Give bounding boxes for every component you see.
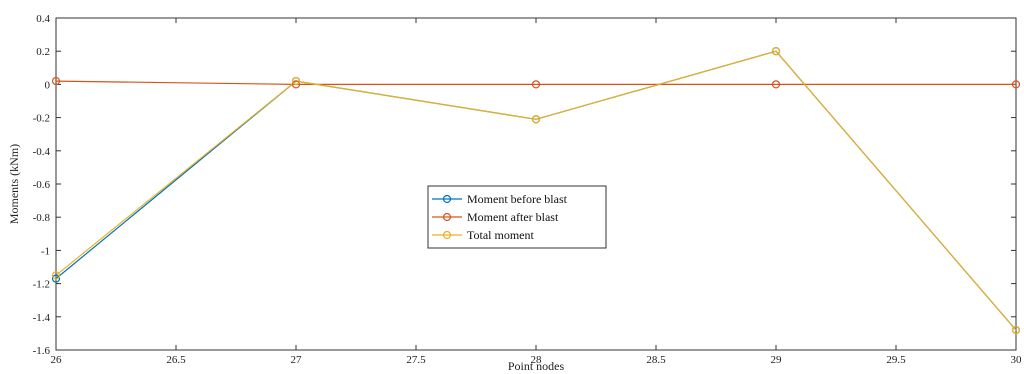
x-tick-label: 28 — [531, 354, 543, 366]
y-tick-label: 0.2 — [36, 46, 50, 58]
y-tick-label: -0.2 — [33, 113, 50, 125]
y-tick-label: -1.4 — [33, 312, 51, 324]
y-tick-label: -0.8 — [33, 212, 51, 224]
x-tick-label: 30 — [1011, 354, 1023, 366]
series-line-1 — [55, 80, 1016, 86]
y-tick-label: -0.6 — [33, 179, 51, 191]
x-tick-label: 27.5 — [406, 354, 426, 366]
y-tick-label: -1 — [41, 245, 50, 257]
x-tick-label: 28.5 — [646, 354, 666, 366]
data-point — [531, 80, 541, 89]
x-tick-label: 29.5 — [886, 354, 906, 366]
legend-marker-moment-before-blast — [442, 194, 452, 204]
data-point — [1011, 325, 1021, 335]
data-point — [771, 80, 781, 89]
data-point — [51, 76, 61, 86]
x-tick-label: 29 — [771, 354, 783, 366]
series-line-2 — [55, 50, 1017, 331]
data-point — [531, 115, 541, 124]
legend-marker-total-moment — [442, 230, 452, 240]
y-tick-label: -0.4 — [33, 146, 51, 158]
y-tick-label: -1.6 — [33, 345, 51, 357]
legend-label-moment-after-blast: Moment after blast — [467, 210, 559, 224]
data-point — [51, 274, 61, 283]
data-point — [51, 271, 61, 280]
y-axis-label: Moments (kNm) — [7, 144, 21, 224]
plot-area — [55, 17, 1017, 351]
x-tick-label: 26 — [51, 354, 63, 366]
data-point — [291, 80, 301, 89]
legend-label-total-moment: Total moment — [467, 228, 534, 242]
data-point — [1011, 80, 1021, 89]
legend: Moment before blast Moment after blast T… — [427, 185, 607, 249]
legend-marker-moment-after-blast — [442, 212, 452, 222]
x-axis-label: Point nodes — [508, 359, 565, 373]
series-markers — [51, 47, 1021, 335]
x-axis: 26 26.5 27 27.5 28 28.5 29 29.5 30 — [51, 18, 1023, 366]
data-point — [771, 47, 781, 56]
x-tick-label: 26.5 — [166, 354, 186, 366]
legend-label-moment-before-blast: Moment before blast — [467, 192, 568, 206]
y-tick-label: -1.2 — [33, 279, 50, 291]
y-tick-label: 0.4 — [36, 13, 50, 25]
y-tick-label: 0 — [45, 79, 51, 91]
x-tick-label: 27 — [291, 354, 303, 366]
series-lines — [55, 50, 1017, 331]
y-axis: 0.4 0.2 0 -0.2 -0.4 -0.6 -0.8 -1 -1.2 -1.4 -1.6 — [33, 13, 1016, 357]
data-point — [291, 76, 301, 86]
